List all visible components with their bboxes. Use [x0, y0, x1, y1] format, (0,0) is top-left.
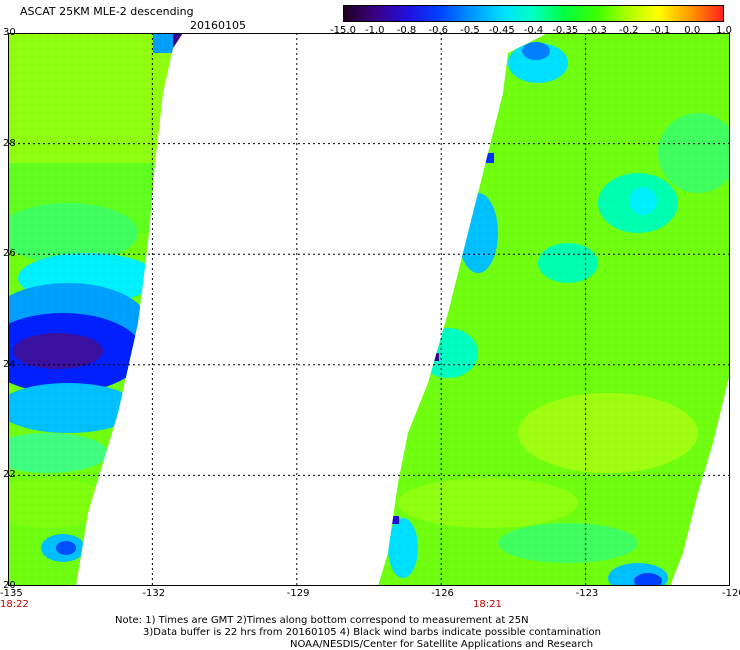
colorbar-tick-label: -0.3 — [587, 25, 607, 36]
colorbar-tick-label: -0.4 — [523, 25, 544, 36]
product-date: 20160105 — [190, 19, 246, 32]
graticule — [8, 33, 730, 586]
lon-label: -129 — [286, 588, 310, 599]
product-title: ASCAT 25KM MLE-2 descending — [20, 5, 194, 18]
colorbar-tick-label: 1.0 — [716, 25, 732, 36]
lat-label: 30 — [3, 27, 16, 38]
time-label: 18:21 — [473, 599, 502, 610]
colorbar-tick-label: -0.6 — [428, 25, 449, 36]
colorbar-tick-label: -0.35 — [552, 25, 579, 36]
colorbar-tick-label: -0.8 — [396, 25, 417, 36]
right-swath — [378, 33, 730, 586]
colorbar-tick-label: -0.2 — [618, 25, 639, 36]
colorbar-tick-label: 0.0 — [684, 25, 701, 36]
lon-label: -123 — [575, 588, 599, 599]
wind-map — [8, 33, 730, 586]
lon-label: -120 — [722, 588, 740, 599]
left-swath — [8, 33, 183, 586]
lat-label: 24 — [3, 358, 16, 370]
note-line-2: 3)Data buffer is 22 hrs from 20160105 4)… — [143, 627, 601, 638]
lat-label: 28 — [3, 137, 16, 149]
lon-label: -132 — [142, 588, 166, 599]
note-line-3: NOAA/NESDIS/Center for Satellite Applica… — [290, 639, 594, 650]
lat-label: 22 — [3, 469, 16, 481]
colorbar-tick-label: -0.5 — [460, 25, 480, 36]
colorbar-tick-label: -0.1 — [650, 25, 671, 36]
note-line-1: Note: 1) Times are GMT 2)Times along bot… — [115, 615, 529, 626]
colorbar-tick-label: -1.0 — [364, 25, 385, 36]
colorbar-tick-label: -0.45 — [488, 25, 515, 36]
time-label: 18:22 — [0, 599, 29, 610]
lat-label: 20 — [3, 580, 16, 591]
colorbar-tick-label: -15.0 — [330, 25, 356, 36]
colorbar-labels: -15.0 -1.0 -0.8 -0.6 -0.5 -0.45 -0.4 -0.35 -0.3-… — [330, 25, 732, 37]
lat-label: 26 — [3, 248, 16, 260]
lon-label: -135 — [0, 588, 23, 599]
colorbar — [343, 5, 724, 22]
lon-label: -126 — [431, 588, 454, 599]
map-frame — [8, 33, 730, 586]
